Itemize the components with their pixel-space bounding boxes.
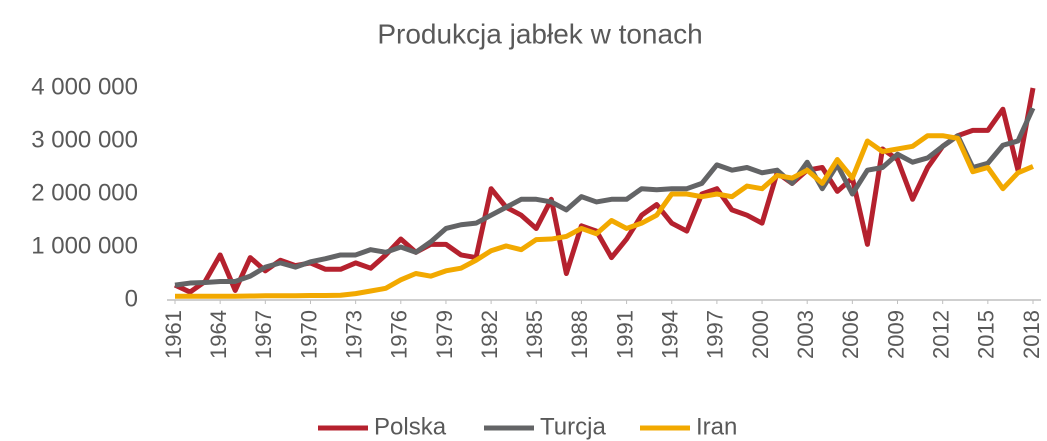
legend-label: Polska [374, 413, 447, 440]
series-line [174, 107, 1036, 288]
y-tick-label: 0 [125, 285, 138, 312]
y-tick-label: 3 000 000 [31, 126, 138, 153]
x-tick-label: 2000 [748, 310, 773, 359]
x-tick-label: 1967 [251, 310, 276, 359]
x-tick-label: 1997 [703, 310, 728, 359]
x-tick-label: 2018 [1019, 310, 1044, 359]
x-tick-label: 1994 [658, 310, 683, 359]
series-line [173, 87, 1036, 295]
x-tick-label: 1961 [161, 310, 186, 359]
legend-item: Iran [640, 413, 737, 440]
x-tick-label: 2015 [974, 310, 999, 359]
legend-label: Iran [696, 413, 737, 440]
x-tick-label: 2009 [883, 310, 908, 359]
x-tick-label: 1976 [387, 310, 412, 359]
x-tick-label: 1991 [612, 310, 637, 359]
x-tick-label: 2006 [838, 310, 863, 359]
chart-title: Produkcja jabłek w tonach [377, 18, 702, 49]
x-tick-label: 1964 [206, 310, 231, 359]
legend-item: Turcja [484, 413, 606, 440]
x-tick-label: 1970 [296, 310, 321, 359]
x-tick-label: 1982 [477, 310, 502, 359]
legend-item: Polska [318, 413, 447, 440]
series-line [175, 133, 1034, 299]
x-tick-label: 1973 [341, 310, 366, 359]
x-tick-label: 2012 [928, 310, 953, 359]
x-tick-label: 1988 [567, 310, 592, 359]
y-tick-label: 4 000 000 [31, 73, 138, 100]
x-tick-label: 1979 [432, 310, 457, 359]
x-tick-label: 1985 [522, 310, 547, 359]
y-tick-label: 2 000 000 [31, 179, 138, 206]
y-tick-label: 1 000 000 [31, 232, 138, 259]
legend-label: Turcja [540, 413, 606, 440]
x-tick-label: 2003 [793, 310, 818, 359]
